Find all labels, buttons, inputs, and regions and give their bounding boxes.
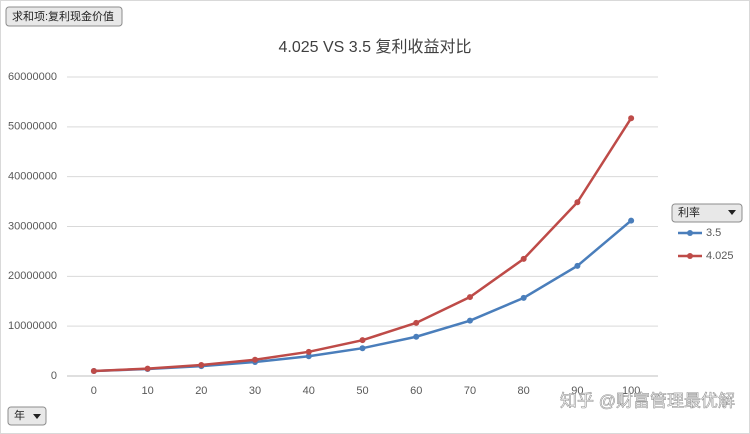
- x-tick-label: 80: [518, 385, 530, 397]
- axis-field-button[interactable]: 年: [7, 406, 47, 426]
- legend-label: 3.5: [706, 227, 721, 239]
- y-tick-label: 60000000: [8, 71, 57, 83]
- legend-field-button[interactable]: 利率: [671, 203, 743, 223]
- data-point: [628, 217, 635, 224]
- x-tick-label: 20: [195, 385, 207, 397]
- data-point: [90, 368, 97, 375]
- y-tick-label: 20000000: [8, 270, 57, 282]
- legend-label: 4.025: [706, 250, 734, 262]
- chart-title: 4.025 VS 3.5 复利收益对比: [279, 38, 472, 56]
- data-point: [305, 348, 312, 355]
- x-tick-label: 50: [356, 385, 368, 397]
- data-point: [628, 115, 635, 122]
- x-tick-label: 0: [91, 385, 97, 397]
- data-point: [413, 333, 420, 340]
- data-point: [144, 365, 151, 372]
- data-point: [359, 345, 366, 352]
- button-label: 年: [14, 408, 25, 422]
- data-point: [520, 255, 527, 262]
- x-tick-label: 30: [249, 385, 261, 397]
- button-label: 利率: [678, 205, 700, 219]
- legend-marker: [687, 253, 693, 259]
- x-tick-label: 100: [622, 385, 640, 397]
- data-point: [574, 262, 581, 269]
- y-tick-label: 30000000: [8, 220, 57, 232]
- y-tick-label: 0: [51, 370, 57, 382]
- legend-marker: [687, 230, 693, 236]
- watermark: 知乎 @财富管理最优解: [560, 391, 735, 410]
- data-point: [574, 199, 581, 206]
- x-tick-label: 70: [464, 385, 476, 397]
- data-point: [198, 362, 205, 369]
- data-point: [252, 356, 259, 363]
- value-field-button[interactable]: 求和项:复利现金价值: [5, 6, 123, 27]
- y-tick-label: 40000000: [8, 171, 57, 183]
- button-label: 求和项:复利现金价值: [12, 9, 114, 23]
- data-point: [466, 317, 473, 324]
- data-point: [413, 319, 420, 326]
- data-point: [359, 337, 366, 344]
- x-tick-label: 90: [571, 385, 583, 397]
- y-tick-label: 10000000: [8, 320, 57, 332]
- x-tick-label: 40: [303, 385, 315, 397]
- data-point: [305, 353, 312, 360]
- y-tick-label: 50000000: [8, 121, 57, 133]
- data-point: [520, 294, 527, 301]
- x-tick-label: 60: [410, 385, 422, 397]
- data-point: [466, 294, 473, 301]
- x-tick-label: 10: [141, 385, 153, 397]
